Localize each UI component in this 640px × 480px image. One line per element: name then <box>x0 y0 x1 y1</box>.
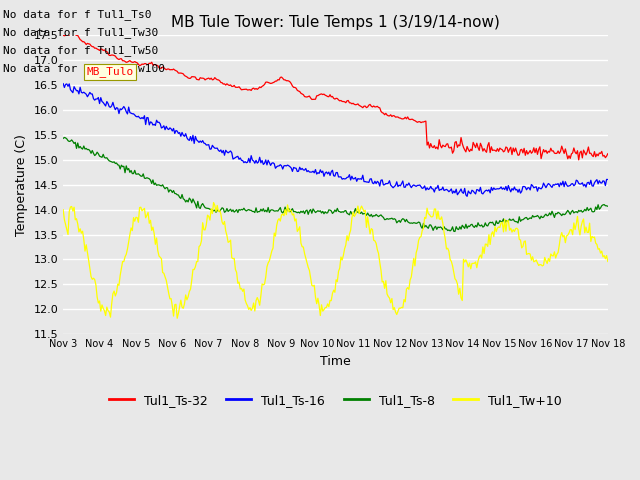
Y-axis label: Temperature (C): Temperature (C) <box>15 134 28 236</box>
Text: No data for f Tul1_Tw100: No data for f Tul1_Tw100 <box>3 63 165 74</box>
Text: No data for f Tul1_Tw30: No data for f Tul1_Tw30 <box>3 27 159 38</box>
Text: No data for f Tul1_Tw50: No data for f Tul1_Tw50 <box>3 45 159 56</box>
Title: MB Tule Tower: Tule Temps 1 (3/19/14-now): MB Tule Tower: Tule Temps 1 (3/19/14-now… <box>171 15 500 30</box>
X-axis label: Time: Time <box>320 355 351 368</box>
Text: MB_Tulo: MB_Tulo <box>86 66 134 77</box>
Text: No data for f Tul1_Ts0: No data for f Tul1_Ts0 <box>3 9 152 20</box>
Legend: Tul1_Ts-32, Tul1_Ts-16, Tul1_Ts-8, Tul1_Tw+10: Tul1_Ts-32, Tul1_Ts-16, Tul1_Ts-8, Tul1_… <box>104 389 567 411</box>
